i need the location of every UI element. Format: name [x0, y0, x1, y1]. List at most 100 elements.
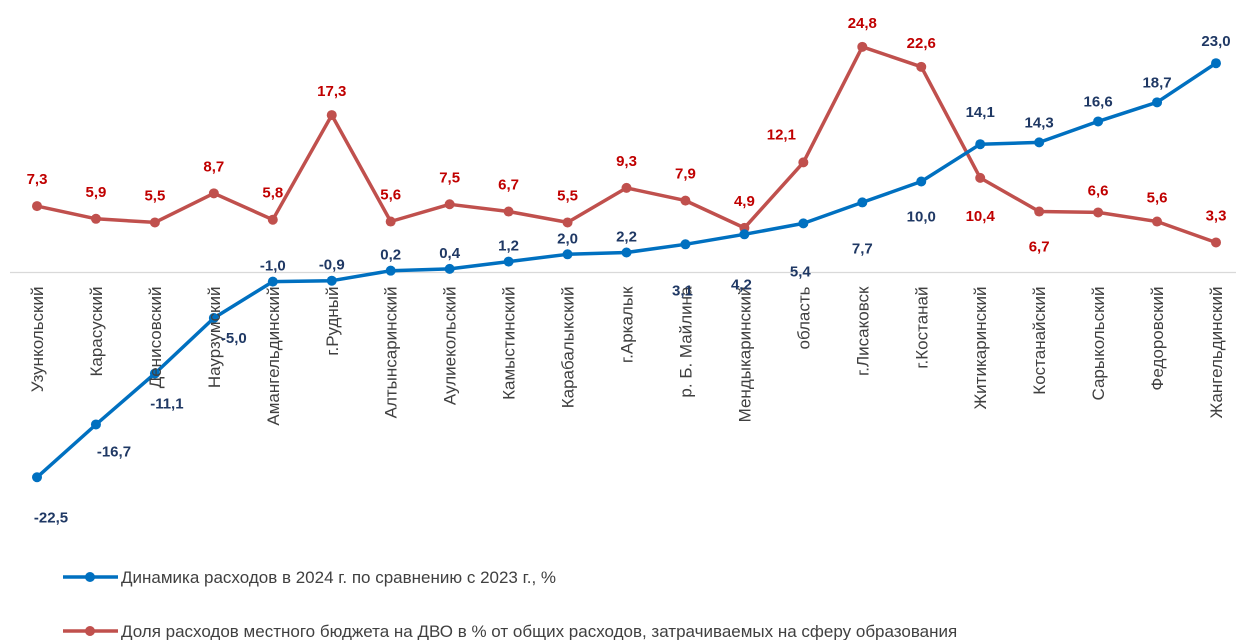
share-point	[503, 206, 514, 217]
category-label: Аулиекольский	[441, 287, 460, 406]
share-data-label: 22,6	[907, 35, 936, 52]
series-share	[32, 41, 1221, 248]
share-point	[32, 201, 42, 212]
category-label: Амангельдинский	[264, 287, 283, 426]
dynamics-point	[562, 249, 573, 260]
legend-marker-dynamics	[85, 572, 95, 582]
share-data-label: 3,3	[1206, 207, 1227, 224]
share-point	[857, 41, 868, 52]
share-point	[621, 182, 632, 193]
share-data-label: 5,8	[262, 185, 283, 202]
dynamics-point	[975, 139, 986, 150]
dynamics-point	[857, 197, 868, 208]
dynamics-data-label: -16,7	[97, 443, 131, 460]
category-label: г.Рудный	[323, 287, 342, 356]
dynamics-point	[267, 276, 278, 287]
dynamics-data-label: -1,0	[260, 258, 286, 275]
legend-item-share: Доля расходов местного бюджета на ДВО в …	[63, 622, 957, 640]
category-label: г.Костанай	[912, 287, 931, 369]
dynamics-data-label: 16,6	[1083, 93, 1112, 110]
share-point	[1034, 206, 1045, 217]
category-label: г.Лисаковск	[853, 286, 872, 376]
share-data-label: 17,3	[317, 83, 346, 100]
share-point	[562, 217, 573, 228]
legend-marker-share	[85, 626, 95, 636]
legend-label-dynamics: Динамика расходов в 2024 г. по сравнению…	[121, 568, 556, 587]
dynamics-data-label: 4,2	[731, 276, 752, 293]
category-label: Житикаринский	[971, 287, 990, 410]
share-data-label: 7,3	[27, 171, 48, 188]
share-data-label: 12,1	[767, 126, 796, 143]
dynamics-point	[503, 256, 514, 267]
dynamics-point	[208, 313, 219, 323]
dynamics-data-label: 5,4	[790, 263, 812, 280]
dynamics-data-label: -22,5	[34, 509, 68, 526]
share-point	[1211, 237, 1221, 248]
data-labels: -22,5 -16,7 -11,1 -5,0 -1,0 -0,9 0,2 0,4 1,2 2,0 2…	[27, 15, 1231, 526]
dynamics-point	[1152, 97, 1163, 108]
dynamics-data-label: 10,0	[907, 209, 936, 226]
dynamics-data-label: 7,7	[852, 240, 873, 257]
share-point	[444, 199, 455, 210]
dynamics-point	[739, 229, 750, 240]
dynamics-point	[385, 265, 396, 276]
share-data-label: 6,6	[1088, 182, 1109, 199]
dynamics-point	[1211, 58, 1221, 69]
share-data-label: 5,6	[380, 187, 401, 204]
dynamics-data-label: 18,7	[1142, 74, 1171, 91]
share-point	[916, 61, 927, 72]
share-data-label: 6,7	[1029, 239, 1050, 256]
dynamics-point	[1034, 137, 1045, 148]
category-label: Наурзумский	[205, 287, 224, 389]
share-data-label: 7,5	[439, 169, 460, 186]
share-data-label: 8,7	[203, 158, 224, 175]
share-point	[326, 110, 337, 121]
share-data-label: 9,3	[616, 153, 637, 170]
dynamics-point	[680, 239, 691, 250]
share-point	[1152, 216, 1163, 227]
category-label: Денисовский	[146, 287, 165, 389]
category-labels: Узункольский Карасуский Денисовский Наурзум…	[28, 286, 1226, 426]
share-data-label: 5,6	[1147, 190, 1168, 207]
share-data-label: 24,8	[848, 15, 877, 32]
dynamics-data-label: 3,1	[672, 282, 693, 299]
share-point	[267, 214, 278, 225]
share-point	[680, 195, 691, 206]
dynamics-data-label: -11,1	[150, 396, 183, 413]
share-data-label: 5,5	[557, 187, 578, 204]
dynamics-data-label: 2,0	[557, 230, 578, 247]
series-dynamics	[32, 58, 1221, 483]
share-data-label: 7,9	[675, 166, 696, 183]
share-point	[149, 217, 160, 228]
dynamics-point	[798, 218, 809, 229]
dynamics-point	[621, 247, 632, 258]
share-data-label: 4,9	[734, 193, 755, 210]
category-label: Карасуский	[87, 287, 106, 377]
dynamics-data-label: -5,0	[221, 330, 247, 347]
category-label: Сарыкольский	[1089, 287, 1108, 401]
category-label: Жангельдинский	[1207, 287, 1226, 419]
legend-label-share: Доля расходов местного бюджета на ДВО в …	[121, 622, 957, 640]
dynamics-point	[916, 176, 927, 187]
dynamics-data-label: 23,0	[1201, 33, 1230, 50]
share-point	[208, 188, 219, 199]
series-lines	[32, 41, 1221, 483]
share-point	[90, 213, 101, 224]
dynamics-point	[326, 275, 337, 286]
dynamics-data-label: -0,9	[319, 257, 345, 274]
dynamics-data-label: 14,1	[966, 104, 995, 121]
dynamics-point	[32, 472, 42, 483]
legend-item-dynamics: Динамика расходов в 2024 г. по сравнению…	[63, 568, 556, 587]
share-data-label: 10,4	[966, 208, 996, 225]
dynamics-point	[90, 419, 101, 430]
category-label: Камыстинский	[500, 287, 519, 400]
dynamics-data-label: 2,2	[616, 228, 637, 245]
category-label: г.Аркалык	[618, 286, 637, 363]
dynamics-point	[1093, 116, 1104, 127]
share-point	[1093, 207, 1104, 218]
category-label: Мендыкаринский	[735, 287, 754, 423]
share-data-label: 5,9	[86, 184, 107, 201]
share-data-label: 5,5	[144, 187, 165, 204]
dynamics-data-label: 0,2	[380, 247, 401, 264]
